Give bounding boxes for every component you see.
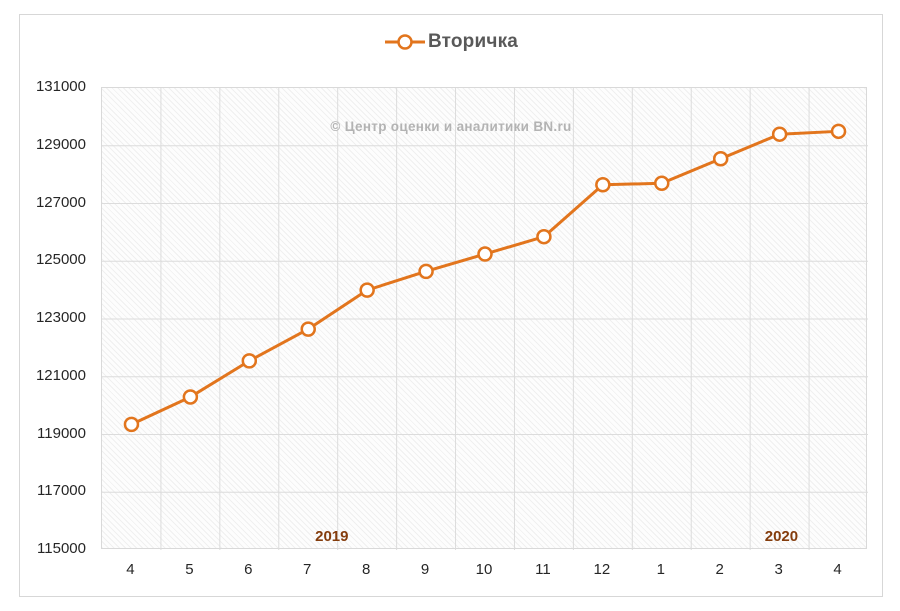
data-point-marker bbox=[712, 150, 729, 167]
x-axis-tick-label: 9 bbox=[420, 561, 430, 578]
data-point-marker bbox=[477, 246, 493, 262]
data-point-marker bbox=[241, 353, 258, 369]
x-axis-tick-label: 12 bbox=[593, 561, 611, 578]
x-axis-tick-label: 5 bbox=[185, 561, 194, 578]
line-series-canvas bbox=[102, 88, 868, 550]
x-axis-tick-label: 2 bbox=[715, 561, 724, 578]
data-point-marker bbox=[595, 176, 611, 193]
y-axis-tick-label: 119000 bbox=[37, 424, 86, 442]
x-axis-tick-label: 4 bbox=[126, 561, 135, 578]
x-axis-tick-label: 4 bbox=[833, 561, 842, 578]
legend-label: Вторичка bbox=[427, 31, 519, 52]
data-point-marker bbox=[123, 416, 140, 433]
year-label: 2019 bbox=[315, 528, 349, 545]
data-point-marker bbox=[300, 321, 316, 337]
x-axis-tick-label: 10 bbox=[475, 561, 493, 578]
x-axis-tick-label: 11 bbox=[535, 561, 551, 578]
y-axis-tick-label: 129000 bbox=[35, 135, 86, 153]
data-point-marker bbox=[359, 282, 375, 298]
x-axis-tick-label: 3 bbox=[774, 561, 783, 578]
data-point-marker bbox=[771, 126, 788, 142]
y-axis-tick-label: 131000 bbox=[35, 78, 86, 95]
y-axis-tick-label: 127000 bbox=[35, 193, 86, 211]
y-axis-tick-label: 123000 bbox=[35, 309, 86, 326]
legend[interactable]: Вторичка bbox=[20, 31, 882, 53]
plot-area: 2019 2020 bbox=[101, 87, 868, 550]
y-axis-tick-label: 117000 bbox=[37, 482, 86, 500]
x-axis-tick-label: 7 bbox=[303, 561, 312, 578]
data-point-marker bbox=[182, 389, 199, 405]
data-point-marker bbox=[536, 228, 552, 245]
legend-line-marker-icon bbox=[384, 34, 425, 50]
data-point-marker bbox=[418, 263, 434, 280]
x-axis-tick-label: 1 bbox=[656, 561, 665, 578]
x-axis-tick-label: 6 bbox=[244, 561, 253, 578]
data-point-marker bbox=[654, 175, 670, 192]
year-label: 2020 bbox=[764, 528, 799, 545]
y-axis-tick-label: 121000 bbox=[35, 366, 86, 384]
y-axis-tick-label: 125000 bbox=[35, 251, 86, 269]
y-axis-tick-label: 115000 bbox=[37, 540, 86, 557]
x-axis-tick-label: 8 bbox=[361, 561, 371, 578]
data-point-marker bbox=[830, 123, 847, 140]
